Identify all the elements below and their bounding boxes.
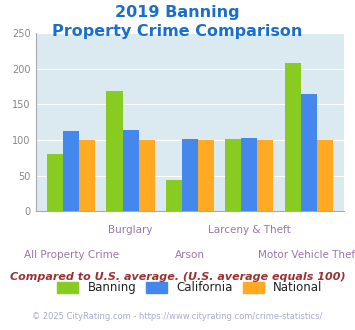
Text: Motor Vehicle Theft: Motor Vehicle Theft (258, 250, 355, 260)
Text: Compared to U.S. average. (U.S. average equals 100): Compared to U.S. average. (U.S. average … (10, 272, 345, 282)
Bar (182, 139, 198, 211)
Bar (285, 63, 301, 211)
Bar (138, 140, 154, 211)
Text: All Property Crime: All Property Crime (23, 250, 119, 260)
Text: © 2025 CityRating.com - https://www.cityrating.com/crime-statistics/: © 2025 CityRating.com - https://www.city… (32, 312, 323, 321)
Bar (198, 140, 214, 211)
Bar (225, 139, 241, 211)
Bar (47, 154, 63, 211)
Text: Larceny & Theft: Larceny & Theft (208, 225, 291, 236)
Text: Property Crime Comparison: Property Crime Comparison (52, 24, 303, 39)
Text: Burglary: Burglary (108, 225, 153, 236)
Bar (257, 140, 273, 211)
Bar (79, 140, 95, 211)
Text: Arson: Arson (175, 250, 205, 260)
Bar (106, 91, 122, 211)
Bar (301, 94, 317, 211)
Text: 2019 Banning: 2019 Banning (115, 5, 240, 20)
Bar (63, 131, 79, 211)
Bar (317, 140, 333, 211)
Bar (241, 138, 257, 211)
Bar (166, 180, 182, 211)
Bar (122, 130, 138, 211)
Legend: Banning, California, National: Banning, California, National (54, 278, 326, 298)
